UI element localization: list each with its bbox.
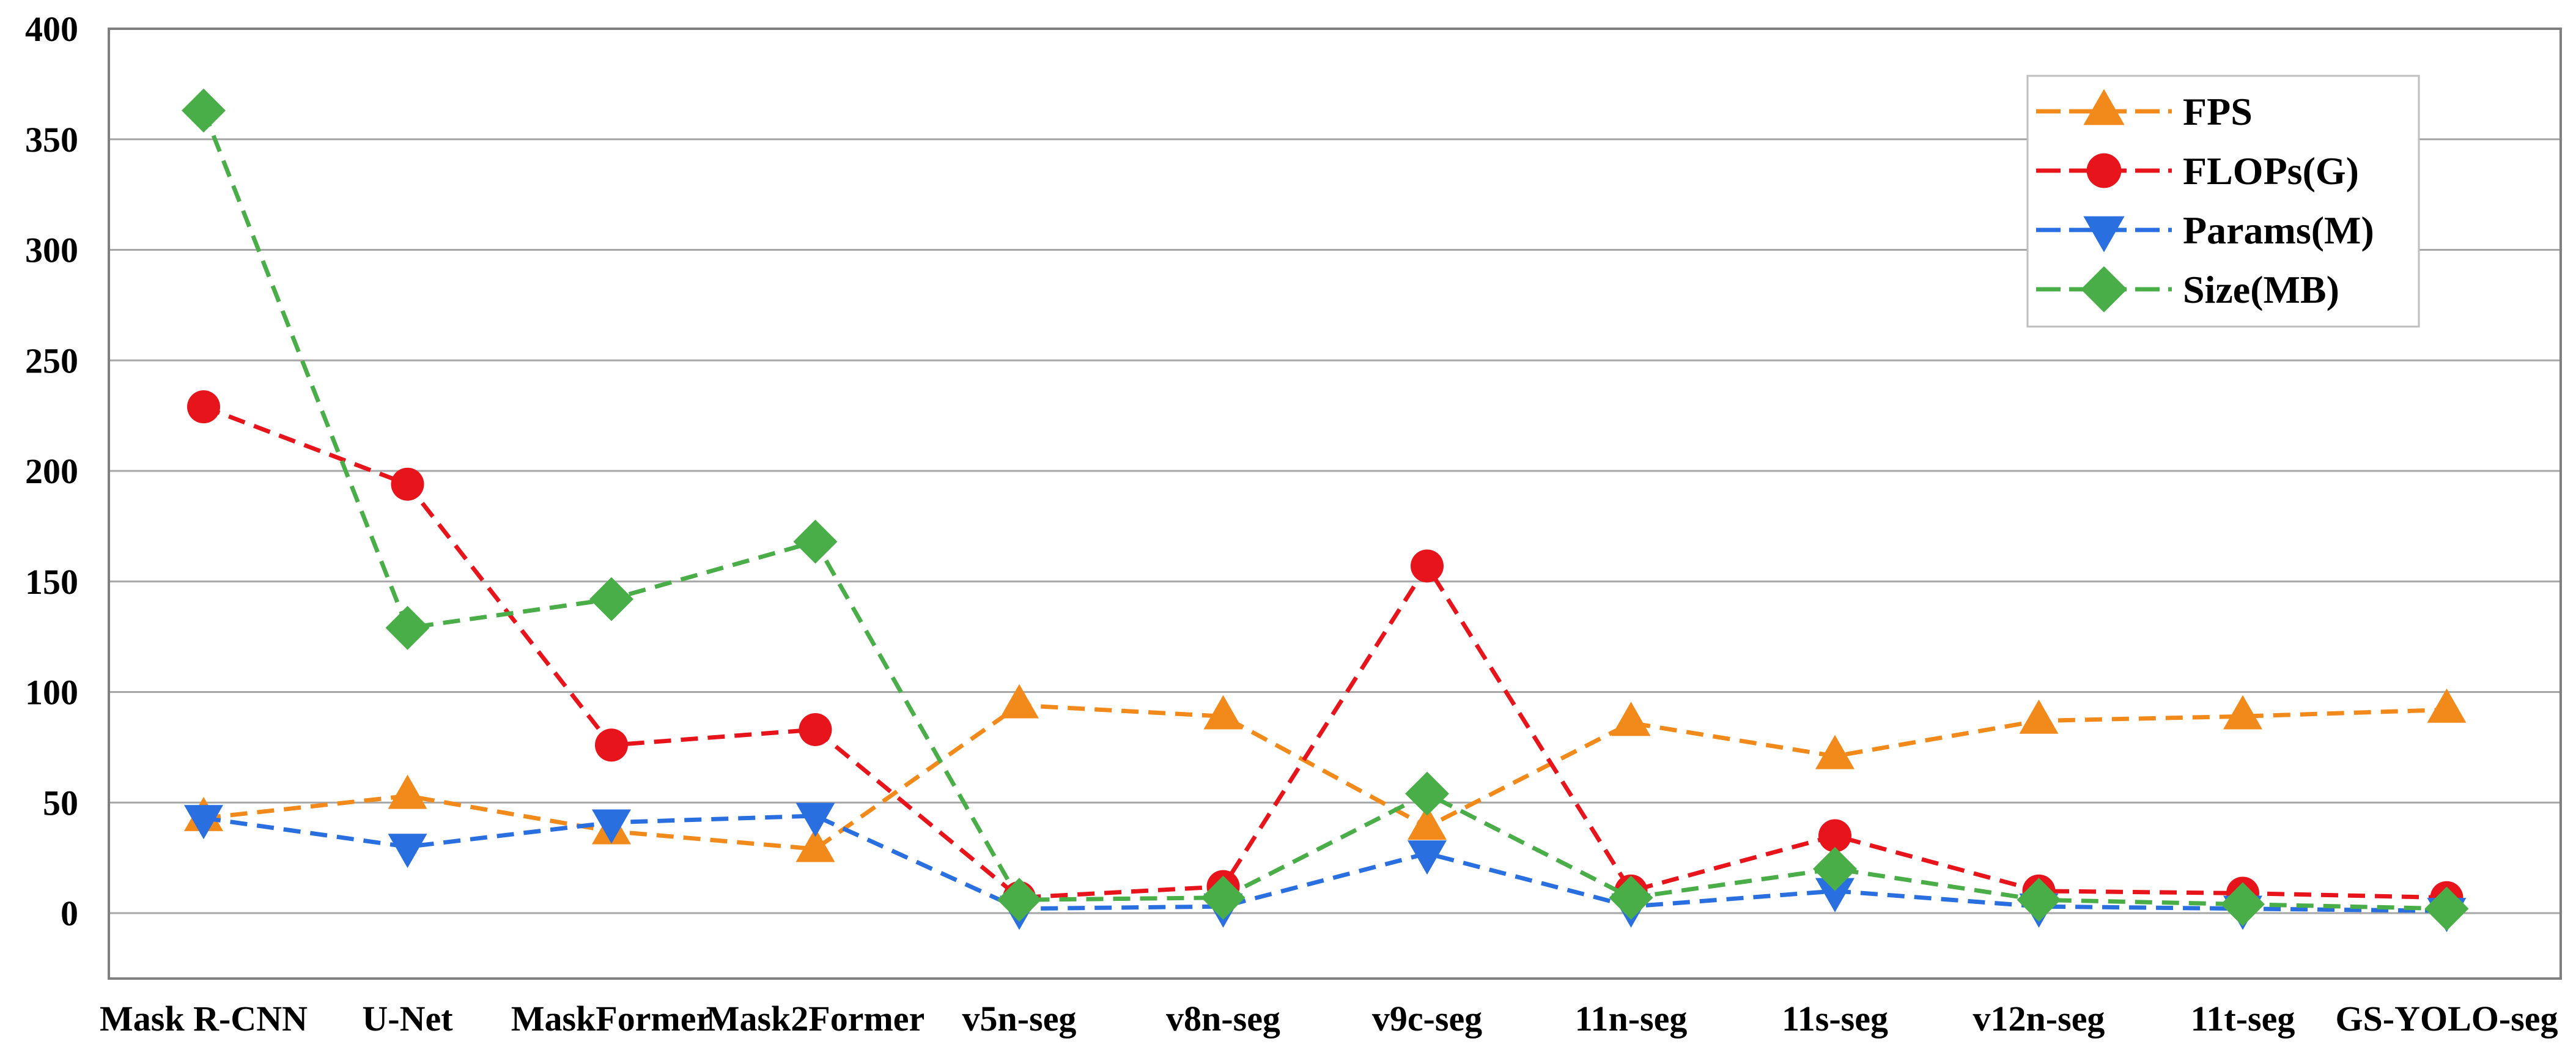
legend-label: Params(M)	[2183, 209, 2374, 252]
x-tick-label: v5n-seg	[962, 999, 1077, 1038]
data-point-circle	[187, 390, 220, 424]
series-flops-g-	[187, 390, 2463, 914]
x-tick-label: v9c-seg	[1372, 999, 1482, 1038]
data-point-diamond	[2424, 886, 2469, 931]
x-tick-label: v12n-seg	[1973, 999, 2105, 1038]
x-tick-label: MaskFormer	[511, 999, 712, 1038]
data-point-circle	[799, 713, 832, 746]
legend-items: FPS FLOPs(G) Params(M) Size(MB)	[2036, 89, 2374, 313]
x-tick-label: v8n-seg	[1166, 999, 1280, 1038]
data-point-triangle-down	[795, 802, 835, 837]
series-layer	[182, 88, 2469, 933]
y-tick-label: 50	[43, 783, 78, 823]
data-point-diamond	[182, 88, 226, 133]
legend-item: FPS	[2036, 89, 2253, 133]
x-tick-label: Mask2Former	[706, 999, 925, 1038]
y-tick-label: 400	[25, 9, 78, 49]
data-point-triangle-down	[184, 805, 223, 840]
x-tick-label: 11t-seg	[2191, 999, 2295, 1038]
data-point-triangle-down	[1408, 840, 1447, 875]
data-point-diamond	[1201, 875, 1246, 920]
data-point-circle	[391, 467, 424, 501]
data-point-triangle	[795, 827, 835, 862]
y-tick-label: 100	[25, 673, 78, 713]
data-point-triangle-down	[1815, 878, 1854, 912]
data-point-diamond	[793, 519, 838, 564]
grid-layer	[109, 138, 2561, 914]
y-tick-label: 0	[61, 894, 78, 933]
y-tick-label: 250	[25, 341, 78, 380]
data-point-diamond	[589, 577, 633, 621]
x-tick-label: GS-YOLO-seg	[2335, 999, 2558, 1038]
data-point-circle	[595, 728, 628, 762]
data-point-circle	[1411, 549, 1444, 583]
data-point-triangle	[1408, 805, 1447, 840]
y-tick-label: 300	[25, 231, 78, 270]
series-line	[202, 404, 2447, 900]
x-tick-label: 11n-seg	[1575, 999, 1688, 1038]
legend-item: FLOPs(G)	[2036, 149, 2359, 193]
x-tick-label: 11s-seg	[1782, 999, 1888, 1038]
data-point-triangle	[2427, 688, 2467, 723]
series-line	[201, 109, 2447, 911]
data-point-diamond	[997, 878, 1041, 922]
plot-frame	[108, 28, 2562, 980]
y-axis-ticks: 0 50 100 150 200 250 300 350 400	[25, 9, 78, 933]
data-point-triangle	[388, 774, 427, 809]
legend-label: FPS	[2183, 90, 2253, 133]
legend-label: FLOPs(G)	[2183, 149, 2359, 193]
data-point-triangle	[1000, 684, 1039, 719]
y-tick-label: 200	[25, 451, 78, 491]
series-line	[203, 813, 2447, 913]
data-point-triangle	[1203, 695, 1243, 730]
legend: FPS FLOPs(G) Params(M) Size(MB)	[2026, 75, 2420, 328]
x-tick-label: U-Net	[362, 999, 453, 1038]
legend-item: Size(MB)	[2036, 266, 2339, 313]
x-tick-label: Mask R-CNN	[100, 999, 308, 1038]
data-point-triangle-down	[2083, 216, 2125, 253]
data-point-triangle-down	[388, 834, 427, 868]
data-point-triangle-down	[592, 809, 631, 844]
data-point-triangle	[1815, 735, 1854, 769]
data-point-triangle	[2223, 695, 2262, 730]
y-tick-label: 150	[25, 562, 78, 602]
y-tick-label: 350	[25, 120, 78, 160]
data-point-diamond	[2081, 266, 2127, 313]
series-fps	[184, 684, 2467, 862]
data-point-diamond	[2221, 882, 2265, 927]
data-point-diamond	[2017, 878, 2061, 922]
legend-label: Size(MB)	[2183, 268, 2339, 311]
data-point-triangle	[2083, 89, 2125, 125]
data-point-triangle	[1611, 701, 1651, 736]
series-size-mb-	[182, 88, 2469, 931]
data-point-diamond	[1405, 771, 1449, 816]
data-point-triangle	[2019, 699, 2059, 734]
data-point-diamond	[385, 605, 430, 650]
data-point-diamond	[1609, 875, 1653, 920]
data-point-circle	[1818, 819, 1851, 853]
data-point-circle	[2086, 153, 2122, 188]
legend-item: Params(M)	[2036, 209, 2374, 253]
data-point-diamond	[1813, 846, 1857, 891]
